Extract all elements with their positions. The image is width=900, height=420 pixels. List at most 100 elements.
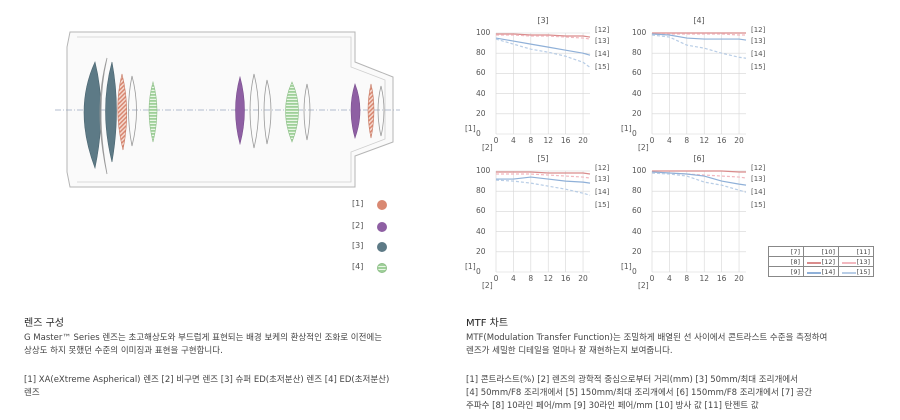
mtf-series-line <box>652 33 746 36</box>
lens-legend-label: [2] <box>352 221 364 230</box>
series-label: [14] <box>751 188 766 196</box>
x-tick-label: 12 <box>699 274 709 283</box>
legend-header-radial: [10] <box>803 246 839 257</box>
y-tick-label: 40 <box>632 88 642 98</box>
mtf-section-legend: [1] 콘트라스트(%) [2] 렌즈의 광학적 중심으로부터 거리(mm) [… <box>466 375 812 411</box>
x-tick-label: 0 <box>493 274 499 283</box>
y-axis-label: [1] <box>465 262 476 271</box>
mtf-series-line <box>651 33 747 41</box>
series-label: [15] <box>751 201 766 209</box>
x-tick-label: 16 <box>560 136 571 145</box>
x-tick-label: 20 <box>578 136 588 145</box>
lens-legend-label: [1] <box>352 199 364 208</box>
mtf-series-line <box>496 173 591 179</box>
lens-legend-label: [4] <box>352 262 364 271</box>
lens-construction-diagram <box>55 31 400 188</box>
mtf-series-line <box>495 38 591 68</box>
mtf-section-description: MTF(Modulation Transfer Function)는 조밀하게 … <box>466 333 828 356</box>
series-label: [14] <box>595 50 610 58</box>
series-label: [15] <box>751 63 766 71</box>
y-tick-label: 100 <box>476 28 491 37</box>
lens-legend-aspherical: [2] <box>352 220 412 236</box>
series-label: [13] <box>751 37 766 45</box>
chart-title: [5] <box>537 154 549 163</box>
x-tick-label: 8 <box>528 136 534 145</box>
x-tick-label: 20 <box>734 136 744 145</box>
series-label: [12] <box>751 164 766 172</box>
legend-row-10lp: [8] <box>768 256 804 267</box>
mtf-chart: [3] 100 80 60 40 20 0 0 4 8 12 16 20 [12] [13] [14] [15]… <box>456 16 636 152</box>
x-tick-label: 20 <box>734 274 744 283</box>
series-label: [12] <box>751 26 766 34</box>
x-tick-label: 16 <box>716 136 727 145</box>
y-tick-label: 0 <box>632 129 637 138</box>
legend-cell-15: [15] <box>838 266 874 277</box>
x-tick-label: 12 <box>543 274 553 283</box>
mtf-series-line <box>495 179 591 196</box>
mtf-series-line <box>651 172 747 193</box>
mtf-series-line <box>651 34 747 59</box>
series-label: [13] <box>751 175 766 183</box>
y-tick-label: 20 <box>476 108 486 118</box>
x-tick-label: 0 <box>493 136 499 145</box>
lens-legend-super-ed: [3] <box>352 240 412 256</box>
xa-element-swatch <box>377 200 387 210</box>
y-tick-label: 20 <box>476 246 486 256</box>
x-tick-label: 12 <box>543 136 553 145</box>
lens-legend-xa: [1] <box>352 198 412 214</box>
y-tick-label: 80 <box>632 48 642 58</box>
x-axis-label: [2] <box>482 143 493 152</box>
legend-cell-12: [12] <box>803 256 839 267</box>
legend-header-tangential: [11] <box>838 246 874 257</box>
y-tick-label: 40 <box>632 226 642 236</box>
x-tick-label: 16 <box>560 274 571 283</box>
x-tick-label: 4 <box>667 136 672 145</box>
chart-title: [3] <box>537 16 549 25</box>
mtf-series-line <box>652 170 746 173</box>
series-label: [14] <box>595 188 610 196</box>
mtf-chart: [6] 100 80 60 40 20 0 0 4 8 12 16 20 [12] [13] [14] [15]… <box>612 154 792 290</box>
legend-header-frequency: [7] <box>768 246 804 257</box>
y-tick-label: 20 <box>632 246 642 256</box>
mtf-plot <box>495 32 591 135</box>
x-tick-label: 0 <box>649 274 655 283</box>
y-tick-label: 0 <box>476 267 481 276</box>
legend-row-30lp: [9] <box>768 266 804 277</box>
y-tick-label: 60 <box>632 206 642 216</box>
x-tick-label: 8 <box>684 136 690 145</box>
y-tick-label: 0 <box>632 267 637 276</box>
x-axis-label: [2] <box>482 281 493 290</box>
y-tick-label: 20 <box>632 108 642 118</box>
x-tick-label: 4 <box>511 136 516 145</box>
y-tick-label: 80 <box>476 186 486 196</box>
lens-section-title: 렌즈 구성 <box>24 318 64 329</box>
lens-legend-ed: [4] <box>352 261 412 277</box>
lens-legend-label: [3] <box>352 241 364 250</box>
mtf-series-line <box>651 171 747 186</box>
series-label: [13] <box>595 175 610 183</box>
x-tick-label: 12 <box>699 136 709 145</box>
x-tick-label: 20 <box>578 274 588 283</box>
series-label: [12] <box>595 26 610 34</box>
series-label: [15] <box>595 201 610 209</box>
mtf-plot <box>651 170 747 273</box>
y-axis-label: [1] <box>621 124 632 133</box>
mtf-series-line <box>496 171 591 175</box>
y-tick-label: 80 <box>476 48 486 58</box>
mtf-chart: [5] 100 80 60 40 20 0 0 4 8 12 16 20 [12] [13] [14] [15]… <box>456 154 636 290</box>
lens-section-description: G Master™ Series 렌즈는 초고해상도와 부드럽게 표현되는 배경… <box>24 333 383 356</box>
lens-element-super-ed <box>83 61 102 170</box>
y-tick-label: 40 <box>476 88 486 98</box>
x-tick-label: 16 <box>716 274 727 283</box>
y-tick-label: 40 <box>476 226 486 236</box>
mtf-series-line <box>495 37 591 56</box>
y-tick-label: 100 <box>476 166 491 175</box>
x-axis-label: [2] <box>638 281 649 290</box>
x-tick-label: 4 <box>667 274 672 283</box>
legend-cell-14: [14] <box>803 266 839 277</box>
y-tick-label: 60 <box>476 206 486 216</box>
x-tick-label: 4 <box>511 274 516 283</box>
mtf-series-line <box>496 34 591 40</box>
legend-cell-13: [13] <box>838 256 874 267</box>
mtf-series-line <box>496 33 591 38</box>
